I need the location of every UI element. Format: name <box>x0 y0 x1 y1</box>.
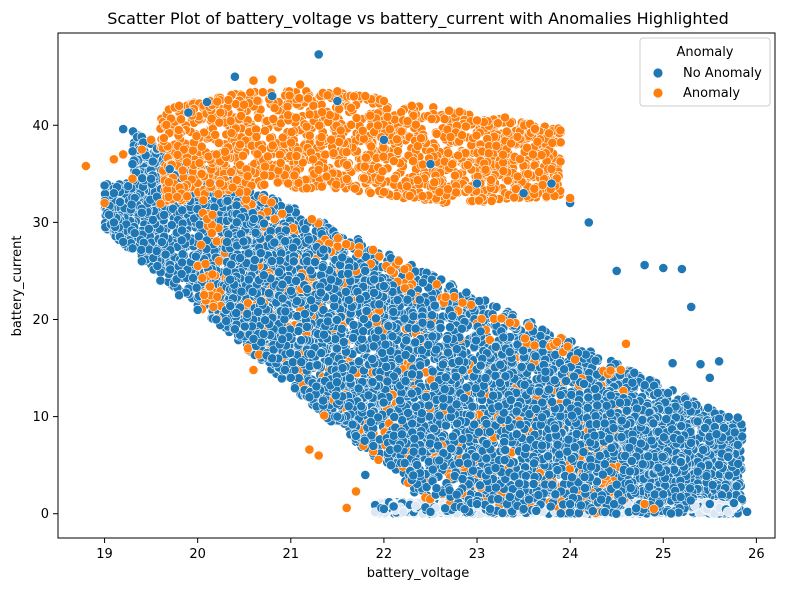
point-no-anomaly <box>714 459 724 470</box>
point-no-anomaly <box>165 264 176 275</box>
point-no-anomaly <box>127 146 138 157</box>
point-no-anomaly <box>137 173 148 184</box>
point-no-anomaly <box>177 205 188 216</box>
point-no-anomaly <box>692 416 703 427</box>
point-no-anomaly <box>289 383 300 394</box>
point-no-anomaly <box>159 209 169 220</box>
point-no-anomaly <box>700 423 710 433</box>
point-no-anomaly <box>191 282 202 293</box>
point-no-anomaly <box>177 257 187 268</box>
point-no-anomaly <box>177 249 188 260</box>
point-no-anomaly <box>703 402 714 413</box>
scatter-cloud <box>99 86 748 519</box>
point-no-anomaly <box>151 246 162 256</box>
point-no-anomaly <box>723 451 733 462</box>
point-no-anomaly <box>143 223 154 234</box>
point-no-anomaly <box>461 287 472 298</box>
plot-area <box>57 32 776 539</box>
point-no-anomaly <box>698 444 709 455</box>
point-no-anomaly <box>147 156 158 167</box>
point-no-anomaly <box>639 380 650 391</box>
chart-title: Scatter Plot of battery_voltage vs batte… <box>107 9 729 29</box>
point-no-anomaly <box>160 249 171 260</box>
point-no-anomaly <box>590 355 601 366</box>
point-no-anomaly <box>724 470 734 481</box>
point-no-anomaly <box>147 214 158 225</box>
point-no-anomaly <box>129 228 140 238</box>
point-no-anomaly <box>729 427 740 438</box>
point-no-anomaly <box>723 412 734 422</box>
point-no-anomaly <box>188 273 198 283</box>
point-no-anomaly <box>115 197 125 207</box>
point-no-anomaly <box>663 388 673 398</box>
